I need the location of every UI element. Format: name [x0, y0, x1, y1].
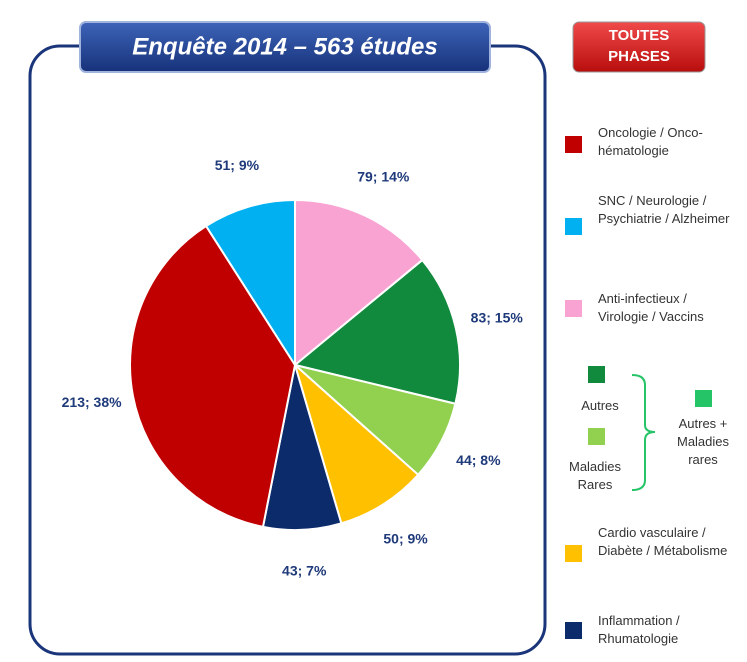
pie-slice	[292, 258, 461, 405]
data-label: 51; 9%	[215, 157, 260, 173]
legend-swatch	[565, 622, 582, 639]
data-label: 43; 7%	[282, 562, 327, 578]
legend-swatch	[695, 390, 712, 407]
legend-swatch	[588, 428, 605, 445]
legend-label: Autres	[581, 398, 619, 413]
data-label: 213; 38%	[62, 394, 122, 410]
legend-swatch	[588, 366, 605, 383]
legend-label: Autres + Maladies rares	[676, 416, 730, 467]
legend-swatch	[565, 545, 582, 562]
legend-swatch	[565, 136, 582, 153]
data-label: 79; 14%	[357, 168, 410, 184]
badge	[572, 21, 706, 73]
legend-swatch	[565, 300, 582, 317]
legend-label: Maladies Rares	[568, 459, 622, 492]
data-label: 44; 8%	[456, 452, 501, 468]
legend-swatch	[565, 218, 582, 235]
legend-label: SNC / Neurologie / Psychiatrie / Alzheim…	[598, 193, 730, 226]
data-label: 50; 9%	[383, 531, 428, 547]
title-banner	[79, 21, 491, 73]
pie-slice	[204, 198, 296, 369]
legend-label: Anti-infectieux / Virologie / Vaccins	[598, 291, 704, 324]
pie-slice	[294, 198, 424, 368]
badge-text: TOUTES PHASES	[608, 27, 670, 65]
legend-label: Inflammation / Rhumatologie	[598, 613, 680, 646]
legend-label: Cardio vasculaire / Diabète / Métabolism…	[598, 525, 728, 558]
data-label: 83; 15%	[471, 309, 524, 325]
pie-slice	[293, 361, 420, 525]
legend-label: Oncologie / Onco- hématologie	[598, 125, 703, 158]
chart-title: Enquête 2014 – 563 études	[132, 33, 437, 60]
bracket	[631, 374, 656, 491]
